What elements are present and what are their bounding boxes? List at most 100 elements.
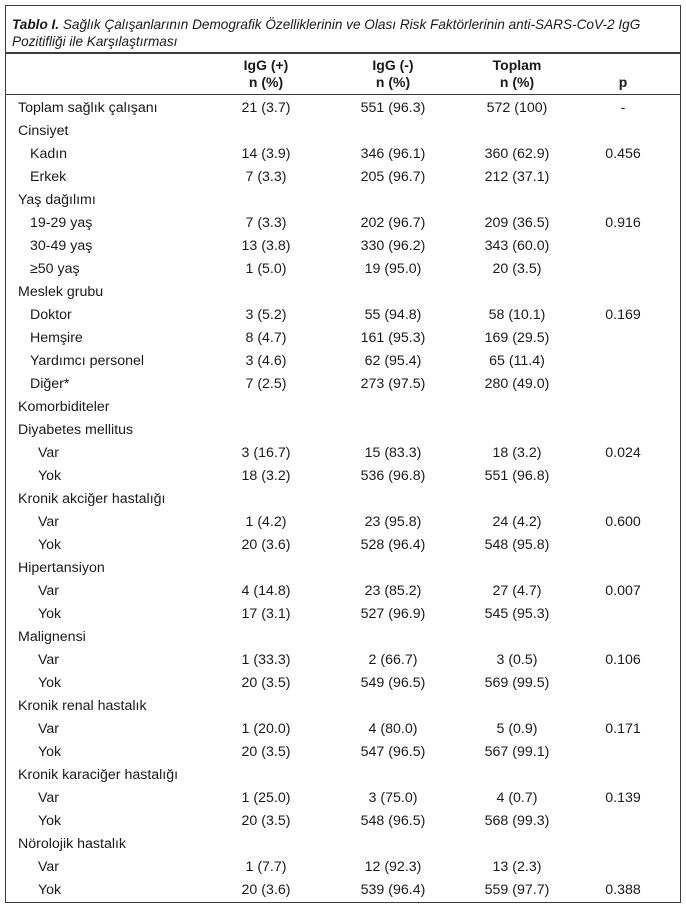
row-label: Yok — [38, 537, 62, 553]
cell-total: 5 (0.9) — [496, 721, 538, 737]
cell-total: 343 (60.0) — [484, 238, 550, 254]
caption-label: Tablo I. — [12, 17, 60, 32]
header-p-value: p — [572, 57, 674, 91]
table-row: Yok 20 (3.6) 539 (96.4) 559 (97.7) 0.388 — [0, 879, 686, 902]
cell-total: 169 (29.5) — [484, 330, 550, 346]
table-row: Toplam sağlık çalışanı 21 (3.7) 551 (96.3)… — [0, 97, 686, 120]
cell-total: 27 (4.7) — [492, 583, 542, 599]
row-label: Erkek — [30, 169, 67, 185]
row-label: Yok — [38, 675, 62, 691]
row-label: Hemşire — [30, 330, 83, 346]
cell-total: 65 (11.4) — [489, 353, 545, 369]
table-row: Erkek 7 (3.3) 205 (96.7) 212 (37.1) — [0, 166, 686, 189]
cell-neg: 539 (96.4) — [360, 882, 426, 898]
row-label: Doktor — [30, 307, 72, 323]
table-frame — [5, 5, 681, 903]
header-total-title: Toplam — [492, 57, 542, 73]
table-row: 19-29 yaş 7 (3.3) 202 (96.7) 209 (36.5) 0.91… — [0, 212, 686, 235]
cell-total: 209 (36.5) — [484, 215, 550, 231]
row-label: Komorbiditeler — [18, 399, 110, 415]
cell-neg: 536 (96.8) — [360, 468, 426, 484]
cell-pos: 13 (3.8) — [241, 238, 291, 254]
cell-pos: 20 (3.5) — [241, 813, 291, 829]
table-row: Yaş dağılımı — [0, 189, 686, 212]
table-row: Kronik renal hastalık — [0, 695, 686, 718]
cell-total: 24 (4.2) — [492, 514, 542, 530]
table-row: Kronik karaciğer hastalığı — [0, 764, 686, 787]
cell-neg: 3 (75.0) — [368, 790, 418, 806]
table-row: Kronik akciğer hastalığı — [0, 488, 686, 511]
table-row: Hipertansiyon — [0, 557, 686, 580]
header-igg-positive-title: IgG (+) — [243, 57, 289, 73]
cell-p: 0.139 — [605, 790, 641, 806]
table-row: Var 1 (33.3) 2 (66.7) 3 (0.5) 0.106 — [0, 649, 686, 672]
cell-neg: 549 (96.5) — [360, 675, 426, 691]
cell-p: 0.007 — [605, 583, 641, 599]
cell-p: 0.024 — [605, 445, 641, 461]
header-p-label: p — [618, 74, 628, 90]
cell-pos: 1 (5.0) — [245, 261, 287, 277]
row-label: Kadın — [30, 146, 68, 162]
cell-neg: 2 (66.7) — [368, 652, 418, 668]
table-row: Yok 20 (3.5) 548 (96.5) 568 (99.3) — [0, 810, 686, 833]
cell-neg: 548 (96.5) — [360, 813, 426, 829]
cell-total: 572 (100) — [486, 100, 548, 116]
table-row: ≥50 yaş 1 (5.0) 19 (95.0) 20 (3.5) — [0, 258, 686, 281]
table-row: Var 1 (7.7) 12 (92.3) 13 (2.3) — [0, 856, 686, 879]
cell-p: 0.388 — [605, 882, 641, 898]
table-row: Yok 20 (3.5) 549 (96.5) 569 (99.5) — [0, 672, 686, 695]
row-label: Kronik akciğer hastalığı — [18, 491, 166, 507]
cell-total: 548 (95.8) — [484, 537, 550, 553]
table-row: Meslek grubu — [0, 281, 686, 304]
cell-pos: 4 (14.8) — [241, 583, 291, 599]
cell-pos: 1 (20.0) — [241, 721, 291, 737]
cell-total: 13 (2.3) — [492, 859, 542, 875]
row-label: ≥50 yaş — [30, 261, 80, 277]
table-row: Malignensi — [0, 626, 686, 649]
cell-total: 4 (0.7) — [496, 790, 538, 806]
row-label: Var — [38, 583, 60, 599]
cell-neg: 19 (95.0) — [364, 261, 422, 277]
header-igg-positive: IgG (+) n (%) — [213, 57, 319, 91]
cell-pos: 1 (33.3) — [241, 652, 291, 668]
cell-total: 545 (95.3) — [484, 606, 550, 622]
row-label: Cinsiyet — [18, 123, 69, 139]
header-igg-positive-unit: n (%) — [248, 74, 284, 90]
table-row: Kadın 14 (3.9) 346 (96.1) 360 (62.9) 0.456 — [0, 143, 686, 166]
row-label: Meslek grubu — [18, 284, 104, 300]
cell-pos: 7 (3.3) — [245, 215, 287, 231]
cell-neg: 23 (95.8) — [364, 514, 422, 530]
cell-pos: 1 (7.7) — [245, 859, 287, 875]
cell-p: 0.106 — [605, 652, 641, 668]
cell-neg: 551 (96.3) — [360, 100, 426, 116]
cell-neg: 202 (96.7) — [360, 215, 426, 231]
cell-p: 0.169 — [605, 307, 641, 323]
row-label: Kronik renal hastalık — [18, 698, 147, 714]
cell-total: 551 (96.8) — [484, 468, 550, 484]
cell-total: 212 (37.1) — [484, 169, 550, 185]
table-row: Yok 18 (3.2) 536 (96.8) 551 (96.8) — [0, 465, 686, 488]
row-label: Yaş dağılımı — [18, 192, 96, 208]
table-row: Yok 20 (3.6) 528 (96.4) 548 (95.8) — [0, 534, 686, 557]
row-label: Nörolojik hastalık — [18, 836, 127, 852]
table-row: Cinsiyet — [0, 120, 686, 143]
row-label: Yok — [38, 882, 62, 898]
cell-pos: 21 (3.7) — [241, 100, 291, 116]
cell-pos: 8 (4.7) — [245, 330, 287, 346]
cell-pos: 14 (3.9) — [241, 146, 291, 162]
cell-neg: 273 (97.5) — [360, 376, 426, 392]
cell-neg: 205 (96.7) — [360, 169, 426, 185]
cell-neg: 12 (92.3) — [364, 859, 422, 875]
row-label: Diyabetes mellitus — [18, 422, 134, 438]
row-label: Yok — [38, 744, 62, 760]
cell-p: - — [620, 100, 626, 116]
row-label: Var — [38, 514, 60, 530]
table-row: 30-49 yaş 13 (3.8) 330 (96.2) 343 (60.0) — [0, 235, 686, 258]
cell-total: 568 (99.3) — [484, 813, 550, 829]
cell-pos: 3 (16.7) — [241, 445, 291, 461]
row-label: Hipertansiyon — [18, 560, 105, 576]
row-label: Malignensi — [18, 629, 86, 645]
cell-pos: 1 (4.2) — [245, 514, 287, 530]
cell-pos: 3 (4.6) — [245, 353, 287, 369]
cell-neg: 55 (94.8) — [364, 307, 422, 323]
